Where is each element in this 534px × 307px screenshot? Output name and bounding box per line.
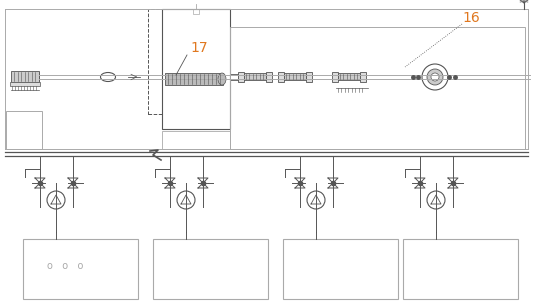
Bar — [230, 27, 525, 149]
Circle shape — [427, 191, 445, 209]
Text: 17: 17 — [190, 41, 208, 55]
Text: o   o   o: o o o — [47, 261, 83, 271]
Bar — [284, 73, 306, 80]
Bar — [403, 239, 518, 299]
Ellipse shape — [100, 72, 115, 81]
Bar — [244, 73, 266, 80]
Bar — [23, 239, 138, 299]
Circle shape — [47, 191, 65, 209]
Bar — [6, 111, 42, 149]
Bar — [338, 73, 360, 80]
Bar — [332, 72, 338, 82]
Circle shape — [427, 69, 443, 85]
Bar — [266, 72, 272, 82]
Bar — [193, 9, 199, 14]
Bar — [162, 9, 230, 129]
Circle shape — [422, 64, 448, 90]
Circle shape — [431, 73, 439, 81]
Bar — [10, 82, 40, 86]
Bar — [148, 9, 230, 114]
Bar — [230, 74, 238, 80]
Circle shape — [307, 191, 325, 209]
Bar — [238, 72, 244, 82]
Bar — [162, 131, 230, 149]
Bar — [306, 72, 312, 82]
Bar — [360, 72, 366, 82]
Ellipse shape — [218, 73, 226, 85]
Bar — [283, 239, 398, 299]
Bar — [278, 72, 284, 82]
Circle shape — [177, 191, 195, 209]
Bar — [153, 239, 268, 299]
Text: 16: 16 — [462, 11, 480, 25]
Bar — [165, 73, 223, 85]
Bar — [11, 71, 39, 82]
